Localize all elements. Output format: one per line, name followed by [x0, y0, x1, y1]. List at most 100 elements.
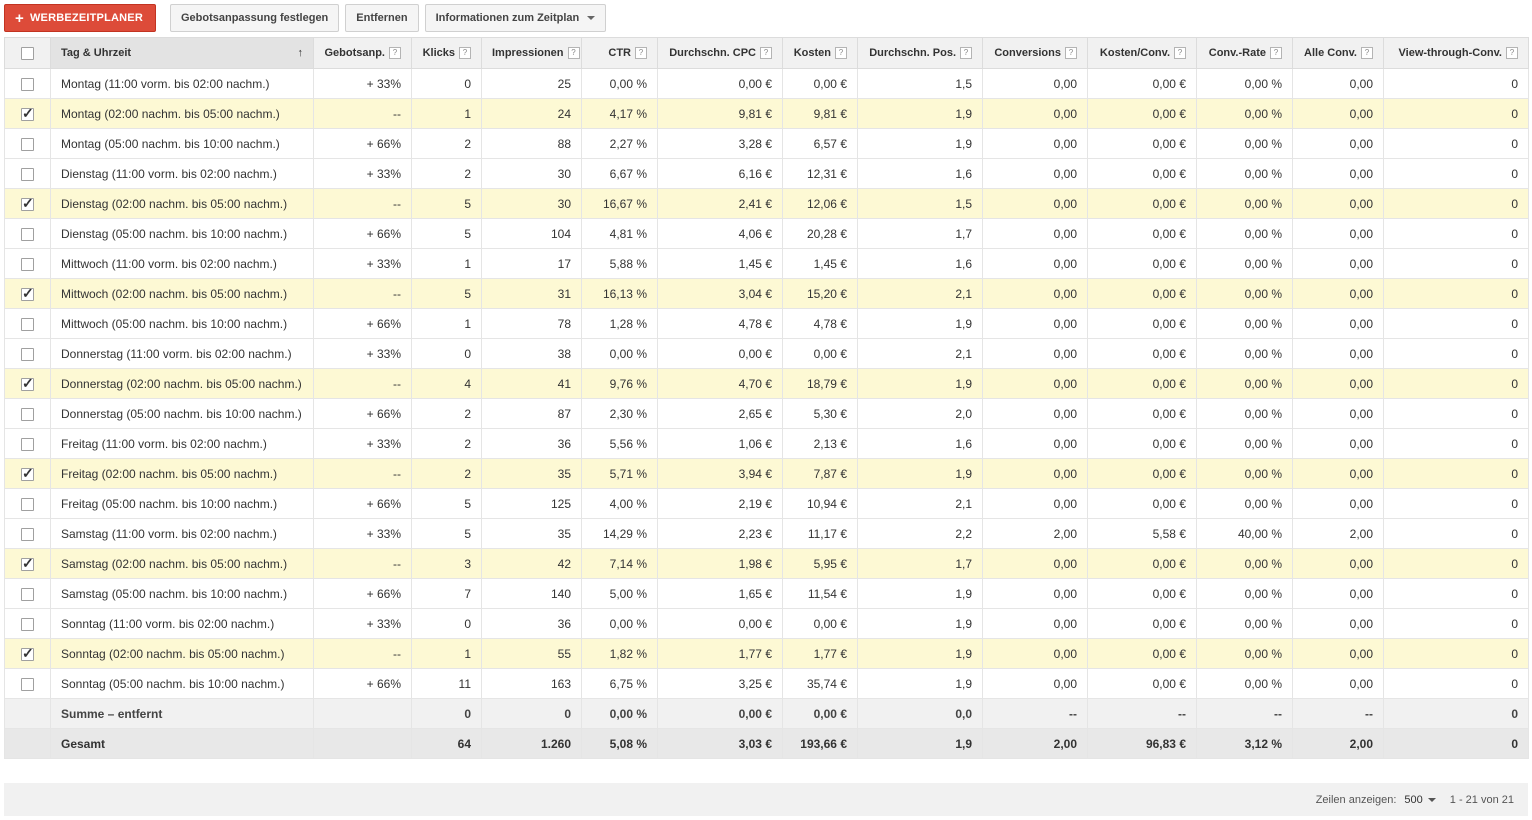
column-header-alle-conv[interactable]: Alle Conv.? — [1292, 37, 1384, 69]
row-checkbox[interactable] — [21, 137, 34, 151]
sort-ascending-icon[interactable]: ↑ — [297, 47, 304, 59]
column-header-durchschn-cpc[interactable]: Durchschn. CPC? — [657, 37, 783, 69]
cell-conv-rate: 0,00 % — [1196, 428, 1293, 459]
column-header-tag-uhrzeit[interactable]: Tag & Uhrzeit ↑ — [50, 37, 314, 69]
cell-ctr: 4,00 % — [581, 488, 658, 519]
cell-impressionen: 35 — [481, 458, 582, 489]
schedule-info-dropdown[interactable]: Informationen zum Zeitplan — [424, 4, 607, 32]
bid-adjustment-button[interactable]: Gebotsanpassung festlegen — [169, 4, 340, 32]
help-icon[interactable]: ? — [567, 47, 580, 60]
row-checkbox[interactable] — [21, 105, 34, 122]
row-checkbox[interactable] — [21, 347, 34, 361]
cell-ctr: 16,67 % — [581, 188, 658, 219]
row-checkbox[interactable] — [21, 407, 34, 421]
help-icon[interactable]: ? — [1270, 47, 1282, 60]
column-header-kosten[interactable]: Kosten? — [782, 37, 858, 69]
row-checkbox[interactable] — [21, 195, 34, 212]
row-checkbox[interactable] — [21, 227, 34, 241]
cell-view-through-conv: 0 — [1383, 98, 1529, 129]
cell-klicks: 5 — [411, 278, 482, 309]
help-icon[interactable]: ? — [389, 47, 401, 60]
column-header-durchschn-pos[interactable]: Durchschn. Pos.? — [857, 37, 983, 69]
cell-kosten-conv: 0,00 € — [1087, 338, 1197, 369]
help-icon[interactable]: ? — [1361, 47, 1373, 60]
cell-durchschn-cpc: 2,19 € — [657, 488, 783, 519]
cell-durchschn-pos: 1,9 — [857, 368, 983, 399]
column-header-impressionen[interactable]: Impressionen? — [481, 37, 582, 69]
cell-ctr: 2,27 % — [581, 128, 658, 159]
row-checkbox-cell — [4, 98, 51, 129]
cell-kosten-conv: 0,00 € — [1087, 68, 1197, 99]
cell-conversions: 0,00 — [982, 158, 1088, 189]
cell-durchschn-pos: 1,9 — [857, 728, 983, 759]
cell-durchschn-cpc: 1,06 € — [657, 428, 783, 459]
cell-alle-conv: 2,00 — [1292, 728, 1384, 759]
rows-per-page-select[interactable]: 500 — [1404, 794, 1436, 806]
row-checkbox[interactable] — [21, 465, 34, 482]
row-checkbox[interactable] — [21, 645, 34, 662]
help-icon[interactable]: ? — [760, 47, 772, 60]
column-header-gebotsanp[interactable]: Gebotsanp.? — [313, 37, 412, 69]
help-icon[interactable]: ? — [1506, 47, 1518, 60]
cell-tag-uhrzeit: Gesamt — [50, 728, 314, 759]
row-checkbox[interactable] — [21, 527, 34, 541]
cell-durchschn-cpc: 3,03 € — [657, 728, 783, 759]
cell-gebotsanp: + 66% — [313, 218, 412, 249]
row-checkbox[interactable] — [21, 77, 34, 91]
cell-conv-rate: 0,00 % — [1196, 308, 1293, 339]
column-header-conversions[interactable]: Conversions? — [982, 37, 1088, 69]
cell-kosten: 6,57 € — [782, 128, 858, 159]
cell-kosten-conv: 0,00 € — [1087, 668, 1197, 699]
cell-durchschn-cpc: 3,25 € — [657, 668, 783, 699]
column-header-conv-rate[interactable]: Conv.-Rate? — [1196, 37, 1293, 69]
cell-view-through-conv: 0 — [1383, 608, 1529, 639]
schedule-table: Tag & Uhrzeit ↑ Gebotsanp.? Klicks? Impressi… — [4, 37, 1529, 759]
cell-alle-conv: 0,00 — [1292, 308, 1384, 339]
help-icon[interactable]: ? — [1174, 47, 1186, 60]
row-checkbox[interactable] — [21, 555, 34, 572]
column-header-view-through-conv[interactable]: View-through-Conv.? — [1383, 37, 1529, 69]
select-all-checkbox[interactable] — [21, 46, 34, 60]
column-header-klicks[interactable]: Klicks? — [411, 37, 482, 69]
help-icon[interactable]: ? — [635, 47, 647, 60]
row-checkbox[interactable] — [21, 617, 34, 631]
row-checkbox-cell — [4, 308, 51, 339]
row-checkbox-cell — [4, 608, 51, 639]
cell-kosten: 18,79 € — [782, 368, 858, 399]
help-icon[interactable]: ? — [1065, 47, 1077, 60]
help-icon[interactable]: ? — [960, 47, 972, 60]
row-checkbox[interactable] — [21, 587, 34, 601]
cell-durchschn-pos: 1,9 — [857, 578, 983, 609]
cell-view-through-conv: 0 — [1383, 638, 1529, 669]
total-row: Gesamt 64 1.260 5,08 % 3,03 €193,66 €1,9 2,00… — [4, 728, 1529, 759]
row-checkbox[interactable] — [21, 317, 34, 331]
cell-alle-conv: 0,00 — [1292, 98, 1384, 129]
row-checkbox[interactable] — [21, 437, 34, 451]
cell-durchschn-cpc: 4,70 € — [657, 368, 783, 399]
row-checkbox[interactable] — [21, 167, 34, 181]
help-icon[interactable]: ? — [835, 47, 847, 60]
column-header-label: Tag & Uhrzeit — [61, 47, 132, 59]
row-checkbox[interactable] — [21, 497, 34, 511]
row-checkbox[interactable] — [21, 285, 34, 302]
add-schedule-button[interactable]: + WERBEZEITPLANER — [4, 4, 156, 32]
row-checkbox[interactable] — [21, 375, 34, 392]
cell-alle-conv: 0,00 — [1292, 578, 1384, 609]
table-row: Sonntag (02:00 nachm. bis 05:00 nachm.)-… — [4, 638, 1529, 669]
cell-conversions: 0,00 — [982, 68, 1088, 99]
cell-conversions: 0,00 — [982, 368, 1088, 399]
cell-gebotsanp: + 33% — [313, 518, 412, 549]
cell-kosten: 193,66 € — [782, 728, 858, 759]
remove-button[interactable]: Entfernen — [345, 4, 419, 32]
help-icon[interactable]: ? — [459, 47, 471, 60]
cell-conversions: 0,00 — [982, 398, 1088, 429]
cell-conversions: 0,00 — [982, 608, 1088, 639]
cell-durchschn-pos: 1,6 — [857, 158, 983, 189]
cell-gebotsanp: + 33% — [313, 248, 412, 279]
column-header-ctr[interactable]: CTR? — [581, 37, 658, 69]
column-header-kosten-conv[interactable]: Kosten/Conv.? — [1087, 37, 1197, 69]
cell-conversions: 0,00 — [982, 488, 1088, 519]
cell-kosten-conv: 0,00 € — [1087, 278, 1197, 309]
row-checkbox[interactable] — [21, 677, 34, 691]
row-checkbox[interactable] — [21, 257, 34, 271]
